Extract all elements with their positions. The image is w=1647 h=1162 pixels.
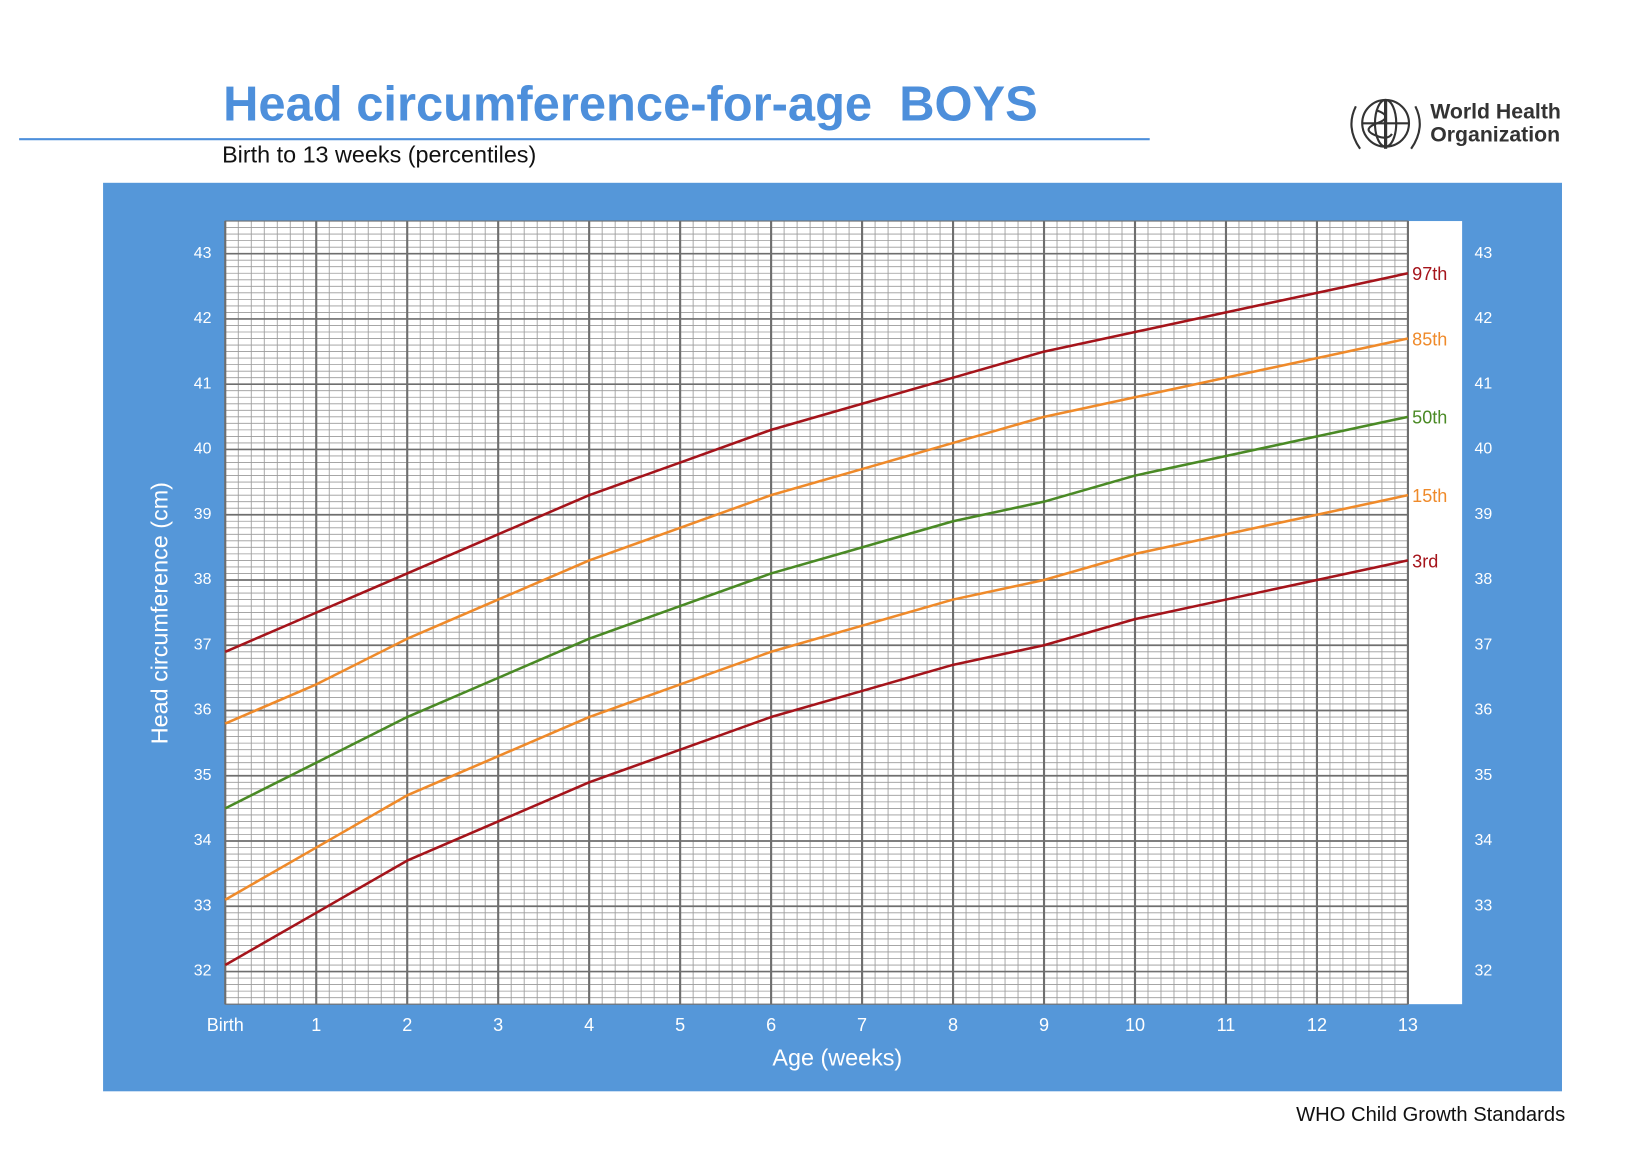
y-tick-label: 35 — [1475, 767, 1493, 784]
x-tick-label: 8 — [948, 1015, 958, 1035]
y-tick-label: 34 — [1475, 832, 1493, 849]
y-tick-label: 41 — [1475, 375, 1493, 392]
x-tick-label: 12 — [1307, 1015, 1327, 1035]
percentile-line — [224, 415, 1409, 810]
x-tick-label: 4 — [584, 1015, 594, 1035]
x-tick-label: 10 — [1125, 1015, 1145, 1035]
y-tick-label: 39 — [1475, 506, 1493, 523]
y-tick-label: 40 — [194, 441, 212, 458]
y-tick-label: 34 — [194, 832, 212, 849]
org-name: Organization — [1430, 123, 1560, 147]
y-tick-label: 42 — [1475, 310, 1493, 327]
x-tick-label: Birth — [207, 1015, 244, 1035]
x-tick-label: 5 — [675, 1015, 685, 1035]
org-name: World Health — [1430, 99, 1561, 123]
y-tick-label: 41 — [194, 375, 212, 392]
y-tick-label: 32 — [1475, 963, 1493, 980]
y-tick-label: 38 — [1475, 571, 1493, 588]
source-note: WHO Child Growth Standards — [1296, 1104, 1565, 1126]
y-tick-label: 33 — [1475, 897, 1493, 914]
y-tick-label: 37 — [194, 636, 212, 653]
y-tick-label: 32 — [194, 963, 212, 980]
plot-border — [224, 220, 1409, 1005]
y-tick-label: 43 — [194, 245, 212, 262]
percentile-line — [224, 559, 1409, 967]
who-emblem — [1350, 98, 1421, 150]
y-tick-label: 39 — [194, 506, 212, 523]
x-tick-label: 3 — [493, 1015, 503, 1035]
chart-subtitle: Birth to 13 weeks (percentiles) — [222, 141, 536, 167]
y-axis-title: Head circumference (cm) — [147, 482, 173, 744]
y-tick-label: 38 — [194, 571, 212, 588]
x-tick-label: 6 — [766, 1015, 776, 1035]
x-tick-label: 9 — [1039, 1015, 1049, 1035]
y-tick-label: 33 — [194, 897, 212, 914]
percentile-line — [224, 272, 1409, 653]
x-tick-label: 11 — [1217, 1015, 1236, 1035]
x-tick-label: 1 — [311, 1015, 321, 1035]
series-label: 50th — [1412, 408, 1447, 428]
y-tick-label: 40 — [1475, 441, 1493, 458]
chart-title: Head circumference-for-age BOYS — [223, 77, 1038, 131]
x-tick-label: 13 — [1398, 1015, 1418, 1035]
y-tick-label: 42 — [194, 310, 212, 327]
grid — [224, 220, 1409, 1005]
percentile-line — [224, 493, 1409, 901]
y-tick-label: 36 — [1475, 702, 1493, 719]
x-tick-label: 7 — [857, 1015, 867, 1035]
series-label: 97th — [1412, 264, 1447, 284]
series-label: 85th — [1412, 329, 1447, 349]
y-tick-label: 43 — [1475, 245, 1493, 262]
percentile-line — [224, 337, 1409, 725]
series-label: 15th — [1412, 486, 1447, 506]
plot: 97th 85th 50th 15th 3rd — [224, 264, 1447, 967]
x-axis-title: Age (weeks) — [772, 1045, 902, 1071]
y-tick-label: 36 — [194, 702, 212, 719]
y-tick-label: 35 — [194, 767, 212, 784]
x-tick-label: 2 — [402, 1015, 412, 1035]
y-tick-label: 37 — [1475, 636, 1493, 653]
series-label: 3rd — [1412, 551, 1438, 571]
